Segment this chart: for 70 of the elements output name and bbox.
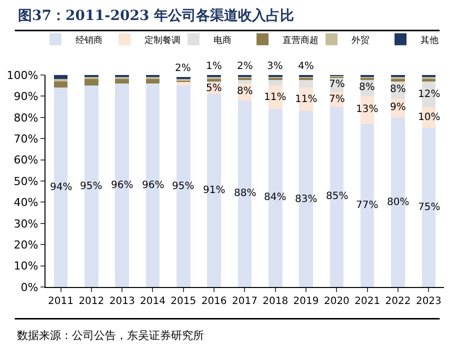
y-tick-label: 80%	[14, 111, 38, 124]
x-tick-label: 2023	[416, 296, 442, 307]
data-label: 7%	[329, 79, 345, 90]
bar	[84, 79, 98, 86]
bar	[391, 78, 405, 82]
data-label: 8%	[359, 82, 375, 93]
x-tick-label: 2020	[324, 296, 350, 307]
legend-label: 其他	[420, 34, 439, 46]
data-label: 2%	[175, 63, 191, 74]
y-tick-label: 0%	[20, 280, 38, 294]
data-label: 7%	[329, 94, 345, 105]
legend-label: 直营商超	[282, 34, 319, 46]
legend-label: 外贸	[352, 34, 370, 46]
x-tick-label: 2017	[232, 296, 258, 307]
y-tick-label: 70%	[14, 132, 38, 146]
legend-label: 电商	[214, 34, 232, 46]
bar	[422, 78, 436, 82]
legend-label: 定制餐调	[144, 34, 181, 46]
data-label: 10%	[418, 112, 440, 123]
x-tick-label: 2021	[354, 296, 380, 307]
data-label: 84%	[264, 192, 286, 203]
source-note: 数据来源：公司公告，东吴证券研究所	[17, 329, 204, 342]
data-label: 91%	[203, 185, 226, 196]
x-tick-label: 2012	[78, 296, 104, 307]
data-label: 80%	[387, 197, 410, 208]
data-label: 13%	[356, 104, 378, 115]
y-tick-label: 30%	[14, 217, 38, 230]
data-label: 95%	[172, 181, 194, 192]
y-tick-label: 90%	[14, 90, 38, 104]
data-label: 88%	[234, 188, 256, 199]
x-tick-label: 2011	[48, 296, 74, 307]
y-tick-label: 40%	[14, 196, 38, 210]
bar	[146, 79, 160, 84]
data-label: 11%	[295, 94, 318, 105]
data-label: 1%	[206, 61, 222, 72]
data-label: 9%	[390, 102, 406, 113]
x-tick-label: 2018	[262, 296, 288, 307]
data-label: 8%	[237, 86, 253, 97]
x-tick-label: 2013	[109, 296, 135, 307]
bar	[299, 79, 313, 88]
data-label: 96%	[111, 180, 134, 191]
data-label: 75%	[418, 202, 440, 213]
data-label: 5%	[206, 83, 222, 94]
x-tick-label: 2022	[385, 296, 411, 307]
chart-title: 图37：2011-2023 年公司各渠道收入占比	[18, 7, 294, 24]
x-tick-label: 2019	[293, 296, 319, 307]
data-label: 4%	[298, 61, 314, 72]
data-label: 94%	[50, 182, 72, 193]
data-label: 83%	[295, 194, 318, 205]
y-tick-label: 60%	[14, 154, 38, 167]
data-label: 85%	[326, 191, 348, 202]
data-label: 12%	[418, 89, 440, 100]
y-tick-label: 10%	[14, 260, 38, 273]
data-label: 2%	[237, 61, 253, 72]
data-label: 11%	[264, 92, 286, 103]
data-label: 95%	[80, 181, 102, 192]
bar	[54, 75, 68, 80]
y-tick-label: 50%	[14, 174, 38, 188]
legend-label: 经销商	[76, 34, 103, 46]
data-label: 3%	[267, 61, 283, 72]
bar	[54, 81, 68, 88]
bar	[115, 79, 129, 84]
x-tick-label: 2014	[140, 296, 166, 307]
data-label: 77%	[356, 200, 378, 211]
data-label: 8%	[390, 84, 406, 95]
x-tick-label: 2016	[201, 296, 227, 307]
y-tick-label: 20%	[14, 238, 38, 252]
data-label: 96%	[142, 180, 164, 191]
y-tick-label: 100%	[6, 68, 38, 82]
x-tick-label: 2015	[170, 296, 196, 307]
